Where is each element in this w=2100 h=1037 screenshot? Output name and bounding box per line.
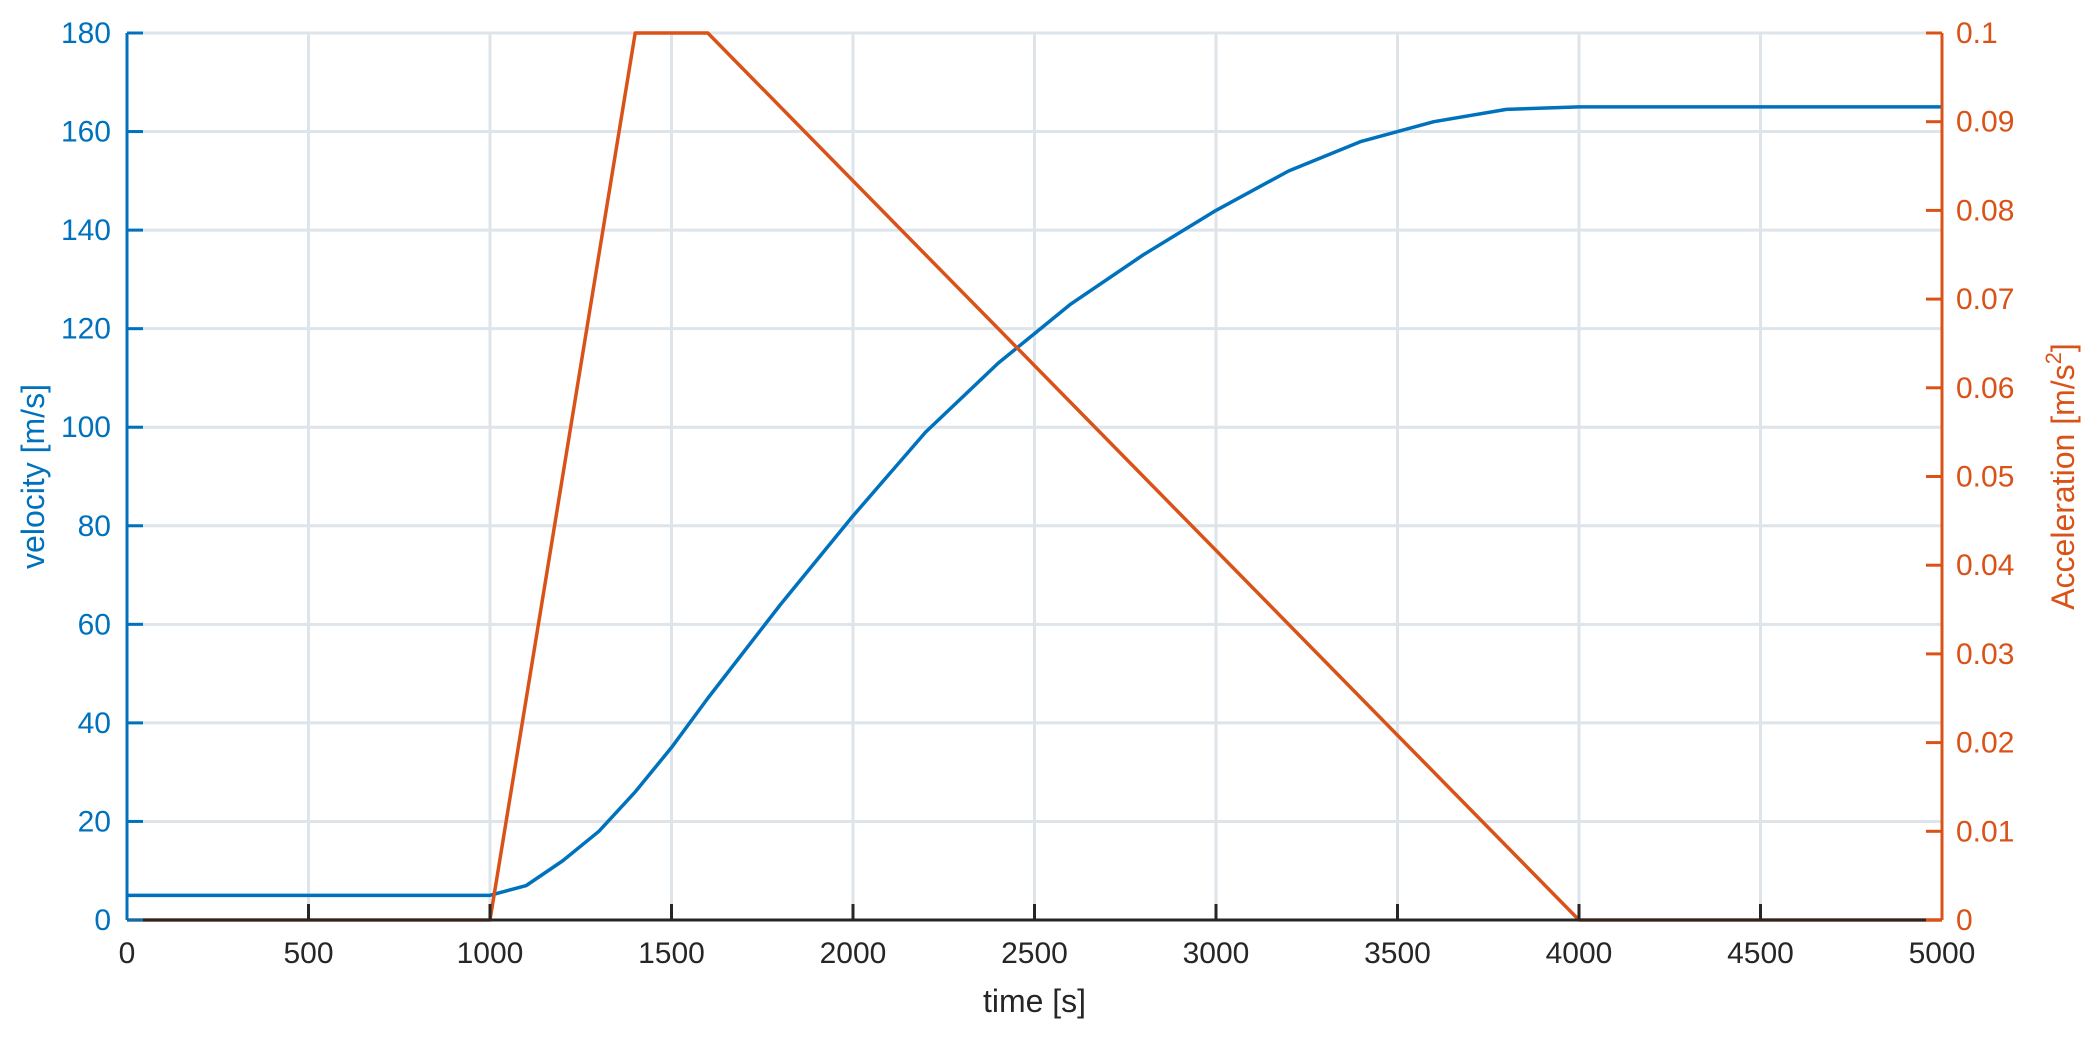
x-tick-label: 3000 (1183, 937, 1250, 970)
left-y-axis-title: velocity [m/s] (15, 384, 51, 569)
x-tick-label: 0 (119, 937, 136, 970)
x-tick-label: 1500 (638, 937, 705, 970)
x-tick-label: 500 (283, 937, 333, 970)
right-y-tick-label: 0.01 (1956, 815, 2014, 848)
right-y-tick-label: 0.09 (1956, 106, 2014, 139)
right-y-axis-title: Acceleration [m/s2] (2041, 343, 2081, 610)
velocity-series-line (127, 105, 1942, 898)
right-y-tick-label: 0.04 (1956, 549, 2014, 582)
right-y-tick-label: 0 (1956, 904, 1973, 937)
right-y-axis-title-main: Acceleration [m/s (2045, 364, 2081, 609)
left-y-tick-label: 80 (78, 510, 111, 543)
left-y-tick-label: 0 (94, 904, 111, 937)
left-y-tick-label: 60 (78, 608, 111, 641)
right-y-tick-label: 0.05 (1956, 461, 2014, 494)
left-y-tick-label: 160 (61, 116, 111, 149)
grid (127, 31, 1942, 920)
right-y-axis-title-end: ] (2045, 343, 2081, 352)
x-tick-label: 4500 (1727, 937, 1794, 970)
right-y-tick-label: 0.03 (1956, 638, 2014, 671)
x-axis-title: time [s] (983, 983, 1086, 1019)
right-y-tick-label: 0.1 (1956, 17, 1998, 50)
right-y-tick-label: 0.06 (1956, 372, 2014, 405)
left-y-tick-label: 100 (61, 411, 111, 444)
right-y-tick-label: 0.08 (1956, 194, 2014, 227)
x-tick-label: 4000 (1546, 937, 1613, 970)
right-y-tick-label: 0.07 (1956, 283, 2014, 316)
x-tick-label: 2500 (1001, 937, 1068, 970)
left-y-tick-label: 20 (78, 805, 111, 838)
left-y-tick-label: 140 (61, 214, 111, 247)
axes: 0 500 1000 1500 2000 2500 3000 3500 4000 4500 5000… (61, 17, 2014, 970)
right-y-tick-label: 0.02 (1956, 727, 2014, 760)
x-tick-label: 1000 (457, 937, 524, 970)
left-y-tick-label: 120 (61, 313, 111, 346)
right-y-axis-title-superscript: 2 (2041, 352, 2066, 364)
x-tick-label: 3500 (1364, 937, 1431, 970)
left-y-tick-label: 180 (61, 17, 111, 50)
left-y-tick-label: 40 (78, 707, 111, 740)
x-tick-label: 2000 (820, 937, 887, 970)
x-tick-label: 5000 (1909, 937, 1976, 970)
